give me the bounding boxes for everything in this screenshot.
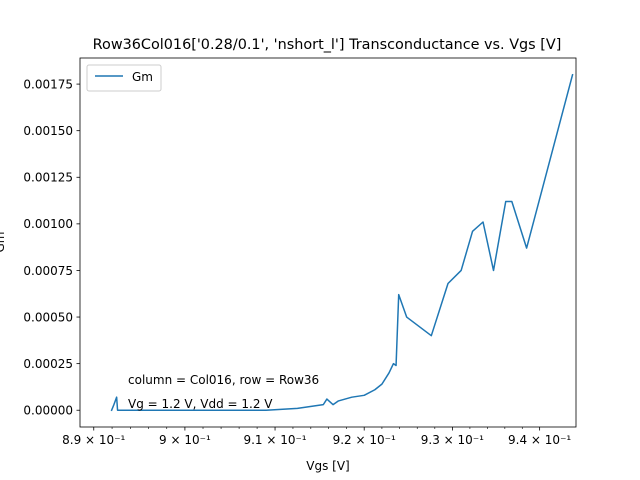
series-layer bbox=[110, 73, 574, 412]
x-axis-label: Vgs [V] bbox=[306, 459, 349, 473]
y-tick-label: 0.00125 bbox=[23, 171, 73, 185]
annotation-voltages: Vg = 1.2 V, Vdd = 1.2 V bbox=[128, 397, 273, 411]
y-tick-label: 0.00050 bbox=[23, 310, 73, 324]
y-axis-ticks: 0.00000 0.00025 0.00050 0.00075 0.00100 0.001… bbox=[23, 77, 80, 418]
legend: Gm bbox=[86, 64, 162, 92]
legend-label-gm: Gm bbox=[132, 70, 153, 84]
y-axis-label: Gm bbox=[0, 232, 7, 253]
y-tick-label: 0.00000 bbox=[23, 404, 73, 418]
y-tick-label: 0.00100 bbox=[23, 217, 73, 231]
x-tick-label: 9.4 × 10⁻¹ bbox=[508, 433, 571, 447]
x-tick-label: 9.3 × 10⁻¹ bbox=[421, 433, 484, 447]
legend-box bbox=[86, 64, 162, 92]
x-tick-label: 9.1 × 10⁻¹ bbox=[243, 433, 306, 447]
annotation-column-row: column = Col016, row = Row36 bbox=[128, 373, 319, 387]
y-tick-label: 0.00175 bbox=[23, 77, 73, 91]
x-tick-label: 9.2 × 10⁻¹ bbox=[333, 433, 396, 447]
y-tick-label: 0.00150 bbox=[23, 124, 73, 138]
plot-frame bbox=[79, 57, 577, 428]
x-tick-label: 8.9 × 10⁻¹ bbox=[62, 433, 125, 447]
chart-title: Row36Col016['0.28/0.1', 'nshort_l'] Tran… bbox=[93, 37, 562, 53]
x-axis-ticks: 8.9 × 10⁻¹ 9 × 10⁻¹ 9.1 × 10⁻¹ 9.2 × 10⁻¹ 9.… bbox=[62, 427, 571, 447]
y-tick-label: 0.00025 bbox=[23, 357, 73, 371]
x-tick-label: 9 × 10⁻¹ bbox=[159, 433, 211, 447]
y-tick-label: 0.00075 bbox=[23, 264, 73, 278]
series-line-gm bbox=[110, 73, 574, 412]
